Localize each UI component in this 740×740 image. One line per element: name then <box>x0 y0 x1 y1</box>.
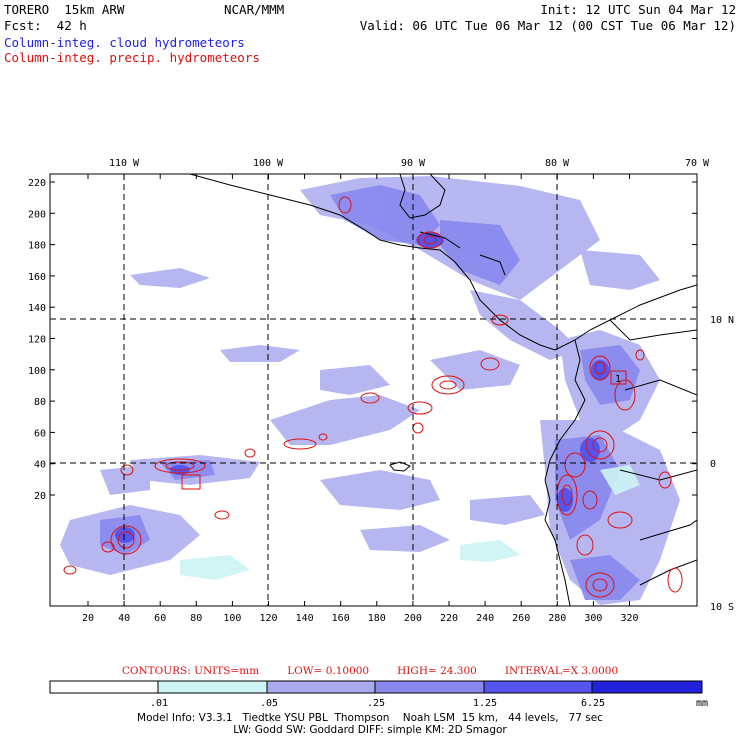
lon-label: 110 W <box>109 158 140 169</box>
x-tick-label: 300 <box>584 613 602 624</box>
x-tick-label: 160 <box>332 613 350 624</box>
x-tick-label: 220 <box>440 613 458 624</box>
field-cloud-label: Column-integ. cloud hydrometeors <box>4 35 245 50</box>
y-tick-label: 120 <box>28 335 46 346</box>
coastline <box>189 174 697 606</box>
x-tick-label: 320 <box>620 613 638 624</box>
valid-time: Valid: 06 UTC Tue 06 Mar 12 (00 CST Tue … <box>359 18 736 33</box>
x-tick-label: 120 <box>259 613 277 624</box>
contours-low: LOW= 0.10000 <box>287 665 370 677</box>
contours-info: CONTOURS: UNITS=mm LOW= 0.10000 HIGH= 24.3… <box>0 665 740 677</box>
x-tick-label: 20 <box>82 613 94 624</box>
model-name: TORERO 15km ARW <box>4 2 125 17</box>
model-info: Model Info: V3.3.1 Tiedtke YSU PBL Thomp… <box>137 712 603 724</box>
x-tick-label: 180 <box>368 613 386 624</box>
colorbar-segment <box>483 680 593 694</box>
x-tick-label: 40 <box>118 613 130 624</box>
precip-contours <box>63 196 683 598</box>
x-tick-label: 80 <box>190 613 202 624</box>
lon-label: 90 W <box>401 158 426 169</box>
y-tick-label: 200 <box>28 209 46 220</box>
contours-interval: INTERVAL=X 3.0000 <box>504 665 619 677</box>
contours-units: CONTOURS: UNITS=mm <box>121 665 260 677</box>
station-label: 1 <box>615 374 621 385</box>
organization: NCAR/MMM <box>224 2 285 17</box>
y-tick-label: 20 <box>34 491 46 502</box>
colorbar-label-3: .25 <box>367 698 386 709</box>
y-tick-label: 60 <box>34 428 46 439</box>
lat-label: 0 <box>710 459 716 470</box>
station-box-1 <box>181 474 201 490</box>
lon-label: 70 W <box>685 158 710 169</box>
colorbar-segment <box>49 680 159 694</box>
lon-label: 100 W <box>253 158 284 169</box>
lat-label: 10 N <box>710 315 734 326</box>
x-tick-label: 260 <box>512 613 530 624</box>
y-tick-label: 140 <box>28 303 46 314</box>
colorbar-unit: mm <box>696 698 709 709</box>
lon-label: 80 W <box>545 158 570 169</box>
map-frame <box>49 173 698 607</box>
y-tick-label: 100 <box>28 366 46 377</box>
colorbar-label-5: 6.25 <box>581 698 606 709</box>
station-box-2 <box>610 370 627 385</box>
field-precip-label: Column-integ. precip. hydrometeors <box>4 50 260 65</box>
colorbar <box>49 680 703 694</box>
y-tick-label: 160 <box>28 272 46 283</box>
x-tick-label: 200 <box>404 613 422 624</box>
init-time: Init: 12 UTC Sun 04 Mar 12 <box>540 2 736 17</box>
lat-label: 10 S <box>710 602 734 613</box>
contours-high: HIGH= 24.300 <box>397 665 477 677</box>
x-tick-label: 240 <box>476 613 494 624</box>
colorbar-segment <box>157 680 268 694</box>
latlon-grid <box>50 174 697 606</box>
x-tick-label: 280 <box>548 613 566 624</box>
colorbar-label-2: .05 <box>260 698 279 709</box>
y-tick-label: 40 <box>34 460 46 471</box>
colorbar-label-4: 1.25 <box>473 698 498 709</box>
colorbar-segment <box>266 680 376 694</box>
cloud-shading <box>60 176 680 605</box>
forecast-hour: Fcst: 42 h <box>4 18 87 33</box>
colorbar-segment <box>591 680 703 694</box>
x-tick-label: 100 <box>223 613 241 624</box>
physics-info: LW: Godd SW: Goddard DIFF: simple KM: 2D… <box>233 724 507 736</box>
y-tick-label: 180 <box>28 241 46 252</box>
y-tick-label: 80 <box>34 397 46 408</box>
y-tick-label: 220 <box>28 178 46 189</box>
x-tick-label: 60 <box>154 613 166 624</box>
colorbar-segment <box>374 680 485 694</box>
x-tick-label: 140 <box>296 613 314 624</box>
colorbar-label-1: .01 <box>150 698 169 709</box>
